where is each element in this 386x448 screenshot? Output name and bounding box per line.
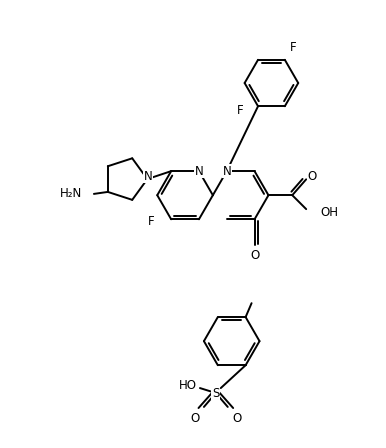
Text: H₂N: H₂N [60, 187, 82, 200]
Text: F: F [290, 41, 296, 54]
Text: S: S [212, 387, 220, 400]
Text: O: O [308, 170, 317, 183]
Text: O: O [190, 412, 200, 425]
Text: N: N [222, 164, 231, 178]
Text: OH: OH [320, 206, 338, 219]
Text: F: F [237, 103, 244, 117]
Text: HO: HO [179, 379, 197, 392]
Text: O: O [232, 412, 241, 425]
Text: O: O [250, 249, 259, 262]
Text: N: N [144, 170, 153, 183]
Text: F: F [148, 215, 155, 228]
Text: N: N [195, 164, 203, 178]
